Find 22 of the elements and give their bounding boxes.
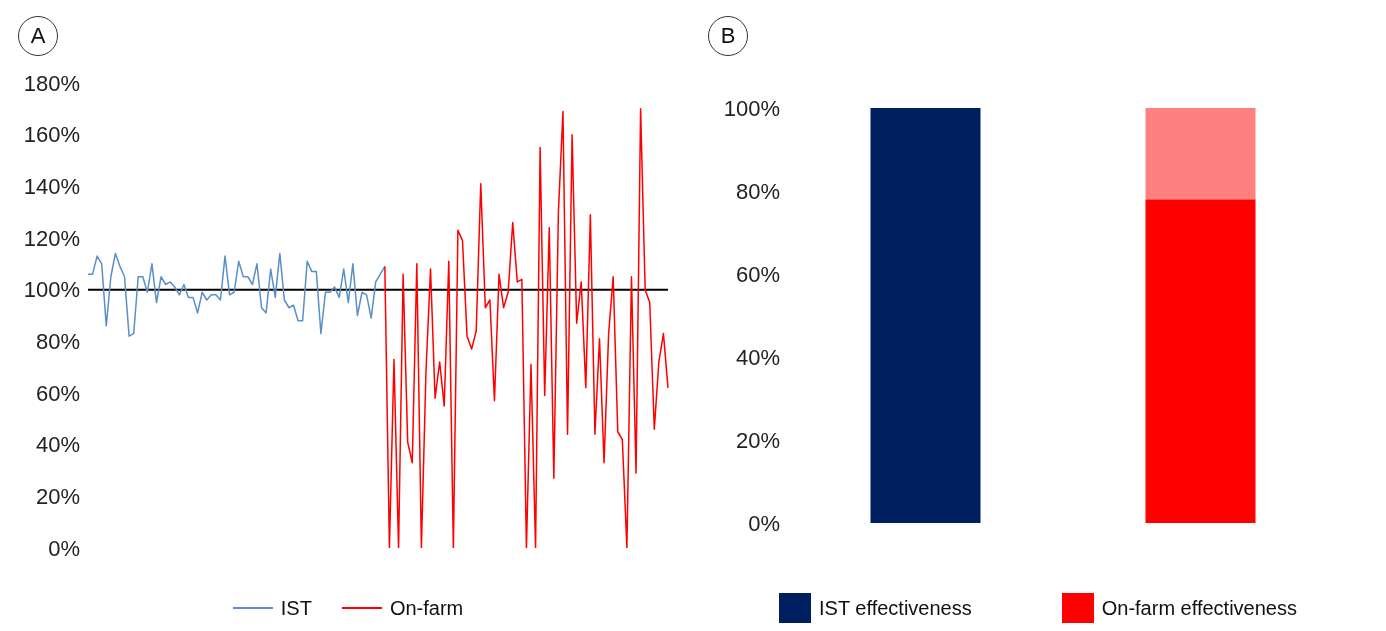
legend-label: IST effectiveness: [819, 596, 972, 620]
y-tick-label: 60%: [35, 380, 80, 406]
y-tick-label: 100%: [23, 277, 80, 303]
y-tick-label: 100%: [723, 95, 780, 121]
y-tick-label: 140%: [23, 174, 80, 200]
y-tick-label: 120%: [23, 225, 80, 251]
y-tick-label: 80%: [735, 178, 780, 204]
y-tick-label: 0%: [48, 535, 80, 561]
y-tick-label: 20%: [35, 484, 80, 510]
y-tick-label: 60%: [735, 261, 780, 287]
legend-label: On-farm effectiveness: [1101, 596, 1297, 620]
y-tick-label: 180%: [23, 70, 80, 96]
y-tick-label: 20%: [735, 427, 780, 453]
line-series: [384, 108, 669, 548]
y-tick-label: 40%: [35, 432, 80, 458]
y-tick-label: 40%: [735, 344, 780, 370]
line-series: [87, 252, 386, 337]
y-tick-label: 80%: [35, 329, 80, 355]
y-tick-label: 160%: [23, 122, 80, 148]
legend-label: IST: [280, 596, 312, 620]
y-tick-label: 0%: [748, 510, 780, 536]
legend-label: On-farm: [389, 596, 464, 620]
